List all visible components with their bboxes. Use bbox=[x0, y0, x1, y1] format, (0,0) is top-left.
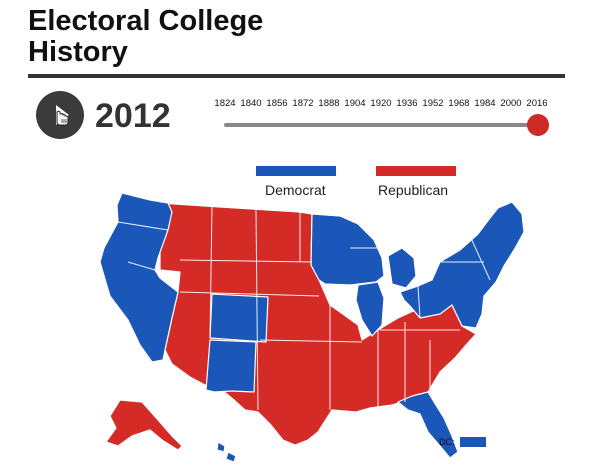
map-region-upper-midwest bbox=[310, 213, 385, 286]
map-region-democrat-east bbox=[399, 201, 525, 329]
map-region-democrat-west bbox=[99, 192, 179, 363]
timeline-tick-1904[interactable]: 1904 bbox=[344, 98, 366, 109]
hand-cursor-icon bbox=[56, 110, 69, 126]
timeline-tick-1888[interactable]: 1888 bbox=[318, 98, 340, 109]
map-region-hawaii bbox=[216, 441, 237, 463]
legend-democrat: Democrat bbox=[256, 166, 336, 198]
title-line-1: Electoral College bbox=[28, 5, 264, 37]
timeline-tick-1952[interactable]: 1952 bbox=[422, 98, 444, 109]
year-slider[interactable]: 1824 1840 1856 1872 1888 1904 1920 1936 1952 1968… bbox=[212, 98, 562, 142]
timeline-tick-1920[interactable]: 1920 bbox=[370, 98, 392, 109]
play-button[interactable] bbox=[36, 91, 84, 139]
slider-track[interactable] bbox=[224, 123, 542, 127]
selected-year: 2012 bbox=[95, 97, 171, 135]
title-line-2: History bbox=[28, 36, 128, 68]
timeline-tick-1968[interactable]: 1968 bbox=[448, 98, 470, 109]
timeline-tick-1984[interactable]: 1984 bbox=[474, 98, 496, 109]
map-region-illinois bbox=[355, 281, 385, 337]
map-region-colorado bbox=[209, 293, 269, 343]
republican-swatch bbox=[376, 166, 456, 176]
page-title: Electoral College History bbox=[28, 6, 263, 68]
map-region-michigan bbox=[387, 247, 417, 289]
timeline-tick-1840[interactable]: 1840 bbox=[240, 98, 262, 109]
timeline-tick-2016[interactable]: 2016 bbox=[526, 98, 548, 109]
timeline-tick-1872[interactable]: 1872 bbox=[292, 98, 314, 109]
title-divider bbox=[28, 74, 565, 78]
democrat-label: Democrat bbox=[265, 182, 326, 198]
republican-label: Republican bbox=[378, 182, 449, 198]
map-region-florida bbox=[397, 391, 459, 459]
dc-label: DC: bbox=[439, 437, 455, 447]
timeline-tick-1856[interactable]: 1856 bbox=[266, 98, 288, 109]
democrat-swatch bbox=[256, 166, 336, 176]
slider-handle[interactable] bbox=[527, 114, 549, 136]
dc-marker bbox=[460, 437, 486, 447]
timeline-tick-2000[interactable]: 2000 bbox=[500, 98, 522, 109]
map-region-new-mexico bbox=[205, 339, 257, 393]
legend-republican: Republican bbox=[376, 166, 456, 198]
timeline-tick-labels: 1824 1840 1856 1872 1888 1904 1920 1936 1952 1968… bbox=[212, 98, 562, 112]
timeline-tick-1824[interactable]: 1824 bbox=[214, 98, 236, 109]
map-region-alaska bbox=[105, 399, 183, 451]
timeline-tick-1936[interactable]: 1936 bbox=[396, 98, 418, 109]
